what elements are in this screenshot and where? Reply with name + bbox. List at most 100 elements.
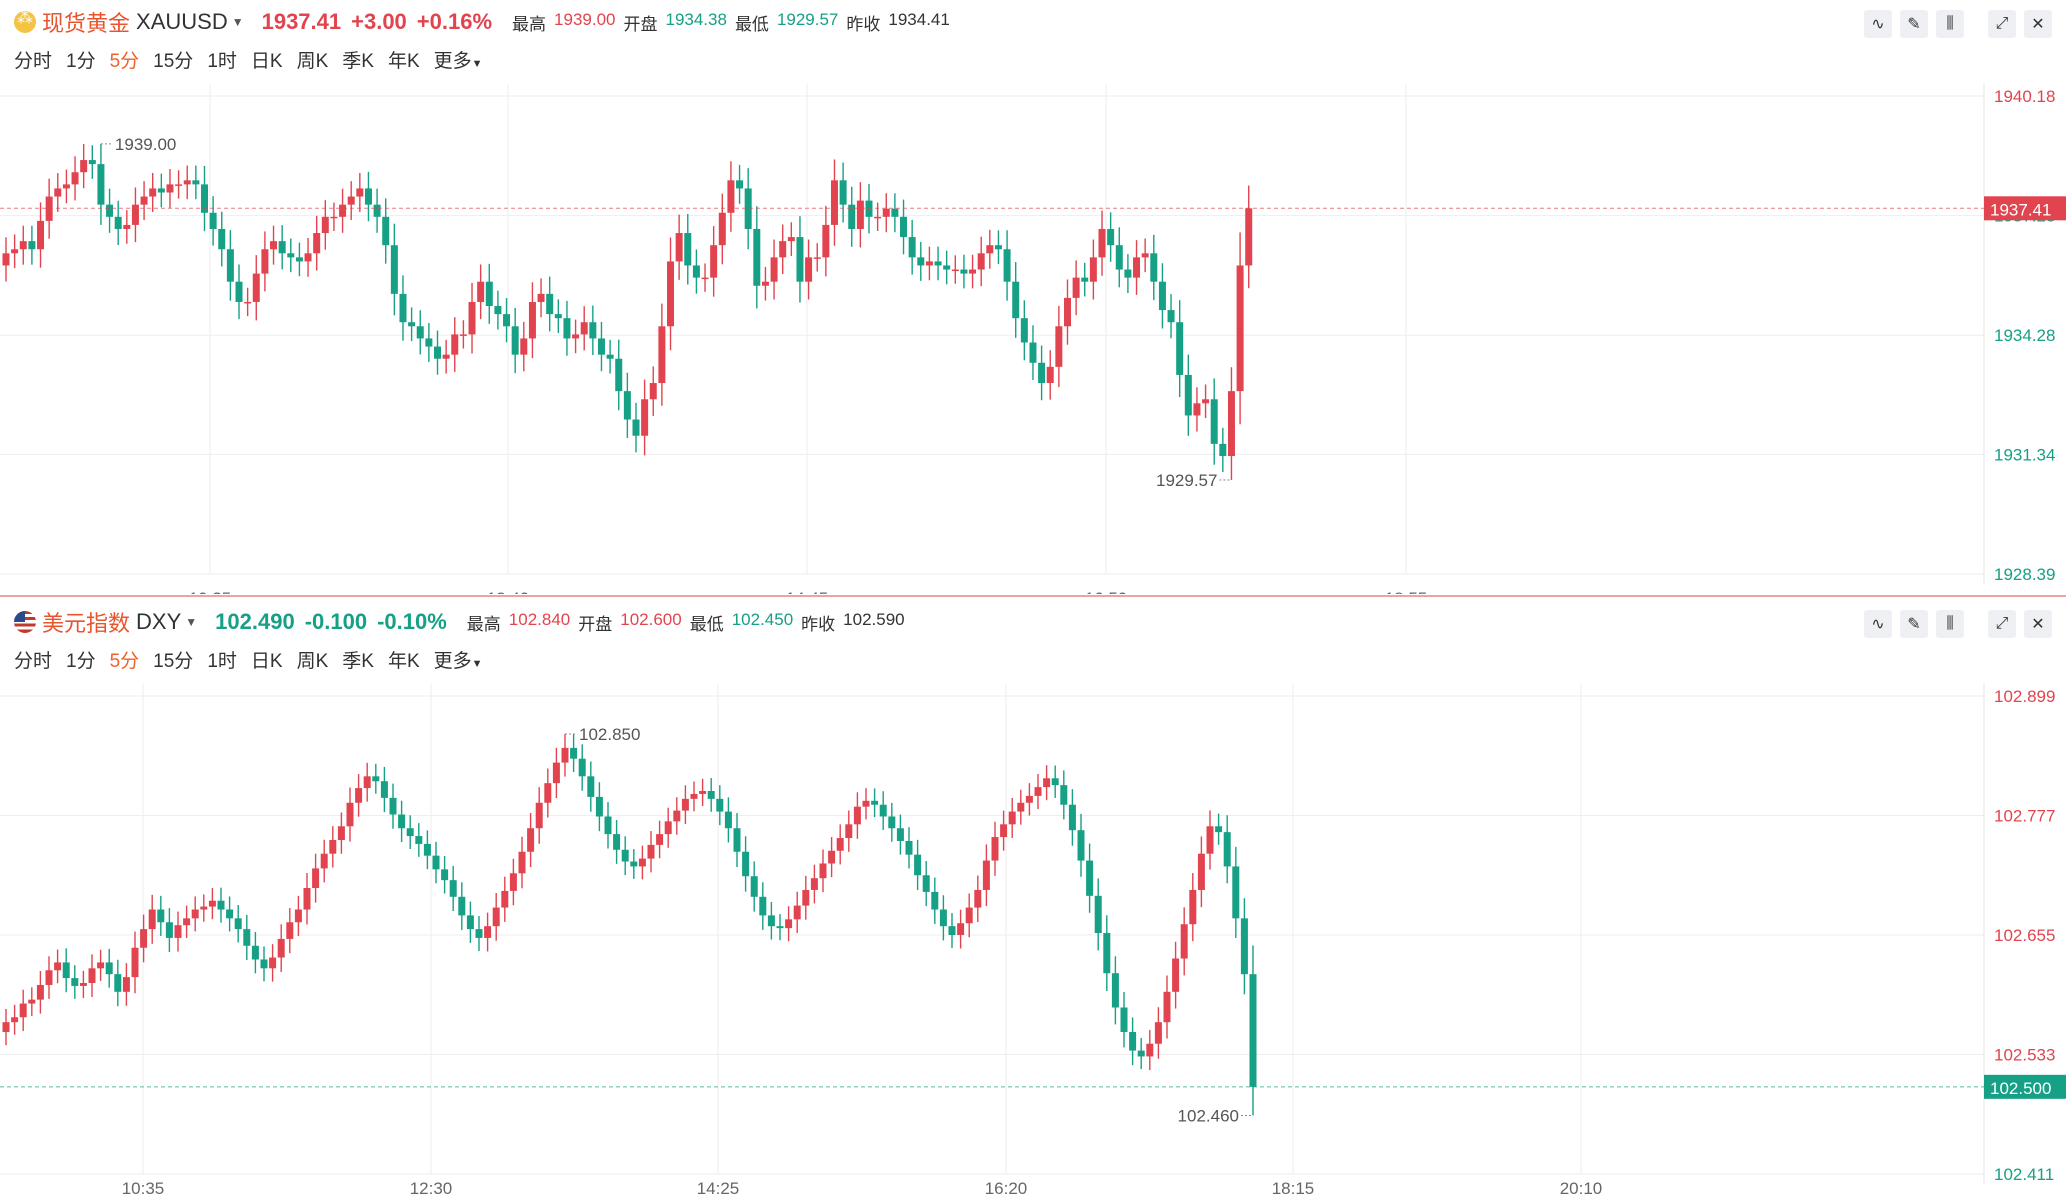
tab-interval-active[interactable]: 5分 bbox=[109, 651, 140, 672]
low-label: 最低 bbox=[734, 14, 769, 34]
candle-body bbox=[744, 188, 752, 229]
instrument-name[interactable]: 现货黄金 bbox=[42, 11, 131, 36]
line-chart-icon[interactable]: ∿ bbox=[1864, 610, 1892, 638]
x-tick-label: 18:55 bbox=[1385, 589, 1428, 594]
candle-body bbox=[1137, 1050, 1145, 1057]
candle-body bbox=[1111, 973, 1119, 1008]
low-value: 1929.57 bbox=[776, 9, 839, 29]
candle-body bbox=[796, 237, 804, 282]
candle-body bbox=[1210, 399, 1218, 444]
candle-body bbox=[724, 811, 732, 829]
expand-icon[interactable]: ⤢ bbox=[1988, 10, 2016, 38]
candle-body bbox=[951, 269, 959, 272]
candle-body bbox=[630, 861, 638, 867]
candle-body bbox=[183, 180, 191, 185]
tab-interval[interactable]: 1分 bbox=[66, 51, 96, 72]
candle-body bbox=[425, 338, 433, 347]
tab-interval-active[interactable]: 5分 bbox=[109, 51, 140, 72]
tab-interval[interactable]: 季K bbox=[342, 651, 374, 672]
tab-interval[interactable]: 年K bbox=[387, 651, 420, 672]
candle-body bbox=[19, 1003, 27, 1018]
tab-interval[interactable]: 周K bbox=[296, 651, 329, 672]
candle-body bbox=[805, 257, 813, 282]
instrument-code[interactable]: XAUUSD bbox=[136, 9, 228, 34]
tab-interval[interactable]: 1分 bbox=[66, 651, 96, 672]
tab-interval[interactable]: 分时 bbox=[14, 51, 53, 72]
dxy-candlestick-chart[interactable]: 102.899 102.777 102.655 102.533 102.411 10:35… bbox=[0, 684, 2066, 1194]
candle-body bbox=[974, 889, 982, 908]
tab-interval[interactable]: 年K bbox=[387, 51, 420, 72]
max-price-annotation: 102.850 bbox=[579, 725, 640, 744]
tab-interval[interactable]: 周K bbox=[296, 51, 329, 72]
candle-body bbox=[707, 791, 715, 799]
candle-body bbox=[191, 909, 199, 919]
current-price-tag-label: 102.500 bbox=[1990, 1079, 2051, 1098]
tab-interval[interactable]: 分时 bbox=[14, 651, 53, 672]
chevron-down-icon[interactable]: ▼ bbox=[185, 615, 198, 629]
pen-icon[interactable]: ✎ bbox=[1900, 610, 1928, 638]
candle-body bbox=[900, 216, 908, 238]
tab-interval[interactable]: 季K bbox=[342, 51, 374, 72]
candle-icon[interactable]: ⫼ bbox=[1936, 610, 1964, 638]
candle-body bbox=[518, 851, 526, 874]
candle-body bbox=[364, 188, 372, 205]
candle-body bbox=[313, 233, 321, 254]
prev-close-label: 昨收 bbox=[846, 14, 881, 34]
close-icon[interactable]: ✕ bbox=[2024, 610, 2052, 638]
candle-icon[interactable]: ⫼ bbox=[1936, 10, 1964, 38]
candle-body bbox=[656, 834, 664, 845]
instrument-name[interactable]: 美元指数 bbox=[42, 611, 131, 636]
expand-icon[interactable]: ⤢ bbox=[1988, 610, 2016, 638]
x-tick-label: 12:40 bbox=[487, 589, 530, 594]
tab-more-label: 更多 bbox=[433, 651, 472, 672]
tab-interval[interactable]: 日K bbox=[250, 651, 283, 672]
x-tick-label: 16:20 bbox=[985, 1179, 1028, 1194]
line-chart-icon[interactable]: ∿ bbox=[1864, 10, 1892, 38]
candle-body bbox=[175, 184, 183, 186]
chevron-down-icon[interactable]: ▼ bbox=[231, 15, 244, 29]
candle-body bbox=[277, 938, 285, 958]
y-tick-label: 102.533 bbox=[1994, 1046, 2055, 1065]
candle-body bbox=[856, 200, 864, 229]
candle-body bbox=[528, 301, 536, 339]
tab-interval[interactable]: 15分 bbox=[153, 51, 194, 72]
candle-body bbox=[736, 180, 744, 189]
candle-body bbox=[969, 269, 977, 274]
candle-body bbox=[1180, 924, 1188, 959]
tab-interval[interactable]: 1时 bbox=[207, 51, 237, 72]
candle-body bbox=[123, 224, 131, 229]
gold-candlestick-chart[interactable]: 1940.181937.231934.281931.341928.3910:35… bbox=[0, 84, 2066, 594]
candle-body bbox=[165, 922, 173, 938]
candle-body bbox=[1184, 374, 1192, 416]
candle-body bbox=[363, 776, 371, 789]
candle-body bbox=[492, 907, 500, 927]
tab-more[interactable]: 更多▼ bbox=[434, 46, 483, 73]
candle-body bbox=[312, 868, 320, 888]
candle-body bbox=[131, 947, 139, 978]
last-price: 1937.41 bbox=[261, 9, 342, 34]
candle-body bbox=[416, 326, 424, 339]
tab-interval[interactable]: 15分 bbox=[153, 651, 194, 672]
candle-body bbox=[563, 318, 571, 339]
pen-icon[interactable]: ✎ bbox=[1900, 10, 1928, 38]
tab-more[interactable]: 更多▼ bbox=[434, 646, 483, 673]
close-icon[interactable]: ✕ bbox=[2024, 10, 2052, 38]
candle-body bbox=[329, 839, 337, 854]
candle-body bbox=[423, 843, 431, 856]
candle-body bbox=[922, 875, 930, 892]
candle-body bbox=[699, 791, 707, 794]
candle-body bbox=[466, 915, 474, 930]
candle-body bbox=[485, 281, 493, 307]
instrument-code[interactable]: DXY bbox=[136, 609, 182, 634]
tab-interval[interactable]: 1时 bbox=[207, 651, 237, 672]
chart-toolbar: ∿ ✎ ⫼ ⤢ ✕ bbox=[1864, 10, 2052, 38]
candle-body bbox=[1172, 958, 1180, 992]
candle-body bbox=[1046, 366, 1054, 384]
x-tick-label: 14:45 bbox=[786, 589, 829, 594]
tab-interval[interactable]: 日K bbox=[250, 51, 283, 72]
candle-body bbox=[252, 273, 260, 302]
candle-body bbox=[896, 828, 904, 841]
candle-body bbox=[11, 249, 19, 254]
candle-body bbox=[243, 929, 251, 946]
candle-body bbox=[1068, 804, 1076, 831]
